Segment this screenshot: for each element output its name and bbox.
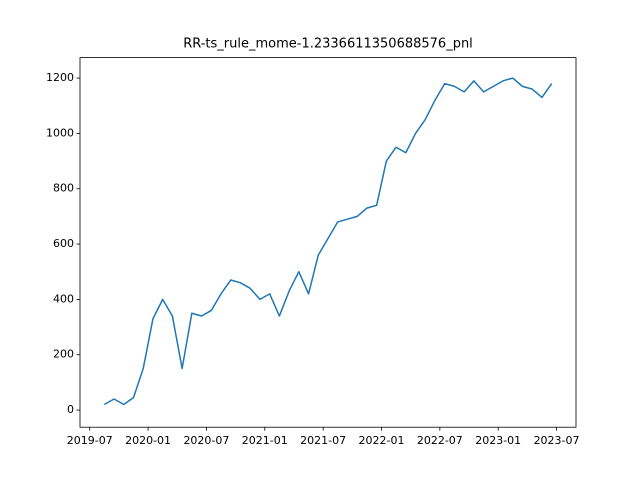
y-tick-label: 800 bbox=[53, 182, 74, 195]
x-tick-label: 2020-01 bbox=[125, 434, 171, 447]
x-tick-label: 2021-07 bbox=[300, 434, 346, 447]
x-tick-label: 2020-07 bbox=[183, 434, 229, 447]
y-tick-label: 200 bbox=[53, 348, 74, 361]
x-tick-label: 2023-01 bbox=[475, 434, 521, 447]
x-tick-label: 2021-01 bbox=[242, 434, 288, 447]
plot-frame bbox=[79, 57, 577, 428]
x-tick-label: 2022-07 bbox=[417, 434, 463, 447]
y-tick-label: 1200 bbox=[46, 71, 74, 84]
x-tick-label: 2022-01 bbox=[359, 434, 405, 447]
y-tick-label: 600 bbox=[53, 237, 74, 250]
y-tick-label: 1000 bbox=[46, 126, 74, 139]
y-tick-label: 0 bbox=[67, 403, 74, 416]
data-line bbox=[103, 77, 553, 406]
chart-title: RR-ts_rule_mome-1.2336611350688576_pnl bbox=[183, 37, 473, 52]
x-tick-label: 2023-07 bbox=[534, 434, 580, 447]
x-tick-label: 2019-07 bbox=[67, 434, 113, 447]
y-tick-label: 400 bbox=[53, 292, 74, 305]
